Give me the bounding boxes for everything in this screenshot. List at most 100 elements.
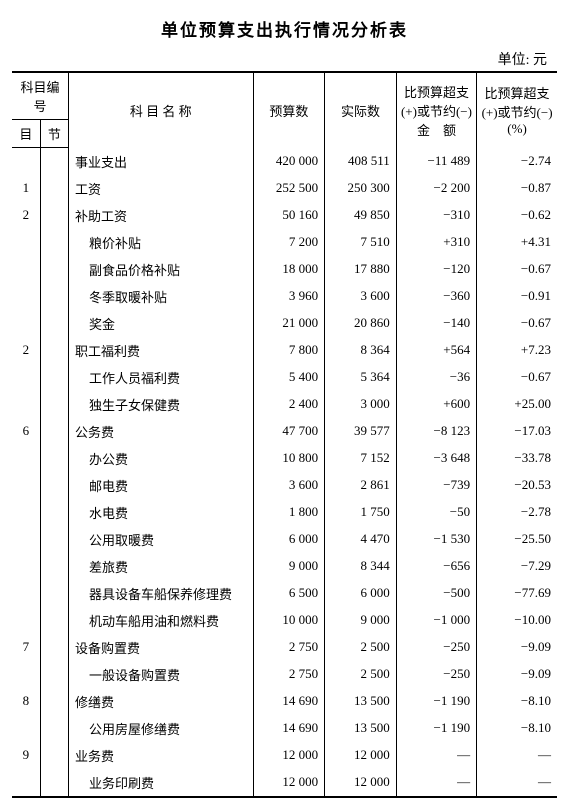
cell-budget: 3 600 (253, 472, 325, 499)
cell-jie (40, 175, 68, 202)
table-row: 事业支出420 000408 511−11 489−2.74 (12, 148, 557, 175)
cell-jie (40, 742, 68, 769)
cell-diff: −1 190 (396, 688, 476, 715)
cell-budget: 2 750 (253, 661, 325, 688)
header-diff: 比预算超支(+)或节约(−)金 额 (396, 72, 476, 148)
cell-mu (12, 526, 40, 553)
cell-pct: −0.87 (477, 175, 557, 202)
cell-actual: 8 364 (325, 337, 397, 364)
cell-pct: −10.00 (477, 607, 557, 634)
cell-mu (12, 445, 40, 472)
cell-budget: 7 200 (253, 229, 325, 256)
cell-pct: — (477, 769, 557, 797)
cell-diff: −11 489 (396, 148, 476, 175)
cell-budget: 6 000 (253, 526, 325, 553)
cell-actual: 2 861 (325, 472, 397, 499)
table-row: 2职工福利费7 8008 364+564+7.23 (12, 337, 557, 364)
cell-jie (40, 283, 68, 310)
cell-pct: −0.67 (477, 364, 557, 391)
cell-pct: −0.91 (477, 283, 557, 310)
cell-budget: 47 700 (253, 418, 325, 445)
cell-jie (40, 364, 68, 391)
cell-diff: −360 (396, 283, 476, 310)
cell-mu (12, 499, 40, 526)
cell-mu (12, 553, 40, 580)
cell-diff: −1 000 (396, 607, 476, 634)
cell-pct: +7.23 (477, 337, 557, 364)
table-row: 冬季取暖补贴3 9603 600−360−0.91 (12, 283, 557, 310)
cell-actual: 4 470 (325, 526, 397, 553)
cell-jie (40, 202, 68, 229)
cell-diff: −250 (396, 634, 476, 661)
cell-name: 设备购置费 (68, 634, 253, 661)
header-pct: 比预算超支(+)或节约(−)(%) (477, 72, 557, 148)
cell-name: 补助工资 (68, 202, 253, 229)
cell-actual: 6 000 (325, 580, 397, 607)
cell-actual: 3 000 (325, 391, 397, 418)
cell-jie (40, 688, 68, 715)
cell-budget: 6 500 (253, 580, 325, 607)
cell-budget: 14 690 (253, 688, 325, 715)
table-row: 独生子女保健费2 4003 000+600+25.00 (12, 391, 557, 418)
cell-actual: 7 152 (325, 445, 397, 472)
header-budget: 预算数 (253, 72, 325, 148)
cell-mu: 2 (12, 202, 40, 229)
cell-name: 业务费 (68, 742, 253, 769)
cell-pct: −25.50 (477, 526, 557, 553)
cell-jie (40, 337, 68, 364)
cell-jie (40, 310, 68, 337)
table-row: 工作人员福利费5 4005 364−36−0.67 (12, 364, 557, 391)
cell-jie (40, 445, 68, 472)
cell-name: 差旅费 (68, 553, 253, 580)
cell-jie (40, 148, 68, 175)
cell-name: 办公费 (68, 445, 253, 472)
cell-mu (12, 229, 40, 256)
cell-diff: −500 (396, 580, 476, 607)
cell-pct: −0.67 (477, 256, 557, 283)
cell-name: 器具设备车船保养修理费 (68, 580, 253, 607)
table-row: 副食品价格补贴18 00017 880−120−0.67 (12, 256, 557, 283)
cell-pct: −77.69 (477, 580, 557, 607)
cell-actual: 13 500 (325, 715, 397, 742)
cell-mu (12, 580, 40, 607)
table-row: 业务印刷费12 00012 000—— (12, 769, 557, 797)
table-row: 器具设备车船保养修理费6 5006 000−500−77.69 (12, 580, 557, 607)
cell-jie (40, 391, 68, 418)
budget-table: 科目编号 科 目 名 称 预算数 实际数 比预算超支(+)或节约(−)金 额 比… (12, 71, 557, 798)
cell-pct: −8.10 (477, 715, 557, 742)
cell-jie (40, 715, 68, 742)
cell-name: 职工福利费 (68, 337, 253, 364)
cell-budget: 1 800 (253, 499, 325, 526)
cell-name: 公用取暖费 (68, 526, 253, 553)
cell-mu (12, 661, 40, 688)
cell-pct: −0.67 (477, 310, 557, 337)
cell-diff: −250 (396, 661, 476, 688)
table-row: 9业务费12 00012 000—— (12, 742, 557, 769)
cell-actual: 408 511 (325, 148, 397, 175)
cell-name: 业务印刷费 (68, 769, 253, 797)
cell-jie (40, 607, 68, 634)
cell-actual: 3 600 (325, 283, 397, 310)
table-row: 6公务费47 70039 577−8 123−17.03 (12, 418, 557, 445)
cell-name: 公用房屋修缮费 (68, 715, 253, 742)
cell-mu: 9 (12, 742, 40, 769)
cell-jie (40, 580, 68, 607)
cell-mu (12, 769, 40, 797)
cell-diff: — (396, 742, 476, 769)
table-row: 办公费10 8007 152−3 648−33.78 (12, 445, 557, 472)
cell-actual: 20 860 (325, 310, 397, 337)
cell-budget: 12 000 (253, 742, 325, 769)
header-kmbh: 科目编号 (12, 72, 68, 120)
cell-mu: 1 (12, 175, 40, 202)
cell-jie (40, 661, 68, 688)
header-name: 科 目 名 称 (68, 72, 253, 148)
cell-pct: −20.53 (477, 472, 557, 499)
table-row: 奖金21 00020 860−140−0.67 (12, 310, 557, 337)
cell-pct: — (477, 742, 557, 769)
cell-mu (12, 310, 40, 337)
cell-name: 事业支出 (68, 148, 253, 175)
cell-diff: −50 (396, 499, 476, 526)
cell-name: 公务费 (68, 418, 253, 445)
cell-mu: 6 (12, 418, 40, 445)
cell-actual: 49 850 (325, 202, 397, 229)
